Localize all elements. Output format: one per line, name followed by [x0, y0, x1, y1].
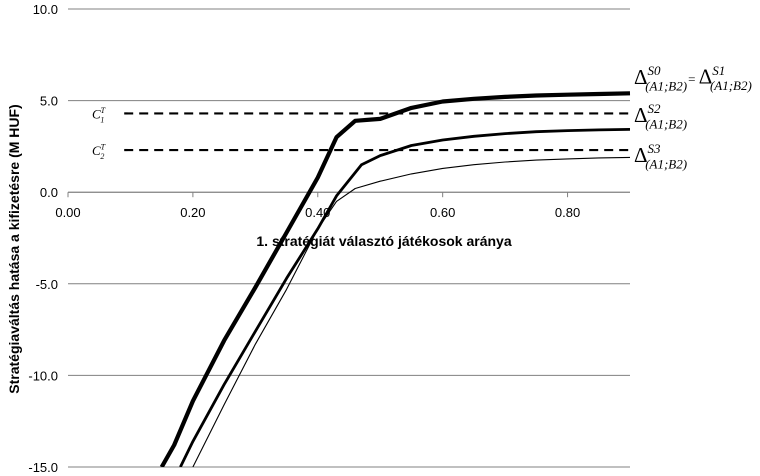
x-tick-label: 0.20: [180, 205, 205, 220]
y-tick-label: 10.0: [33, 2, 58, 17]
annotations: CT 1 CT 2 ΔS0 (A1;B2) = ΔS1 (A1;B2) ΔS2 (A1;B…: [92, 63, 753, 172]
series-line-1: [159, 91, 631, 467]
y-axis-title: Stratégiaváltás hatása a kifizetésre (M …: [6, 104, 22, 393]
reference-lines: [124, 112, 630, 152]
reference-label-1: CT 1: [92, 106, 106, 124]
series-line-3: [192, 156, 631, 467]
reference-label-2: CT 2: [92, 143, 106, 161]
x-tick-labels: 0.00 0.20 0.40 0.60 0.80: [55, 205, 580, 220]
y-tick-label: 0.0: [40, 185, 58, 200]
y-tick-label: -10.0: [28, 368, 58, 383]
series-line-2: [179, 128, 631, 467]
series-label-2: ΔS2 (A1;B2): [634, 101, 688, 131]
x-axis-title: 1. stratégiát választó játékosok aránya: [256, 233, 511, 249]
x-tick-label: 0.00: [55, 205, 80, 220]
series-lines: [159, 91, 631, 467]
x-tick-label: 0.80: [555, 205, 580, 220]
y-tick-label: -15.0: [28, 460, 58, 475]
x-tick-label: 0.60: [430, 205, 455, 220]
series-label-1: ΔS0 (A1;B2) = ΔS1 (A1;B2): [634, 63, 753, 94]
y-tick-label: -5.0: [36, 277, 58, 292]
y-tick-labels: 10.0 5.0 0.0 -5.0 -10.0 -15.0: [28, 2, 58, 475]
y-tick-label: 5.0: [40, 94, 58, 109]
series-label-3: ΔS3 (A1;B2): [634, 141, 688, 171]
